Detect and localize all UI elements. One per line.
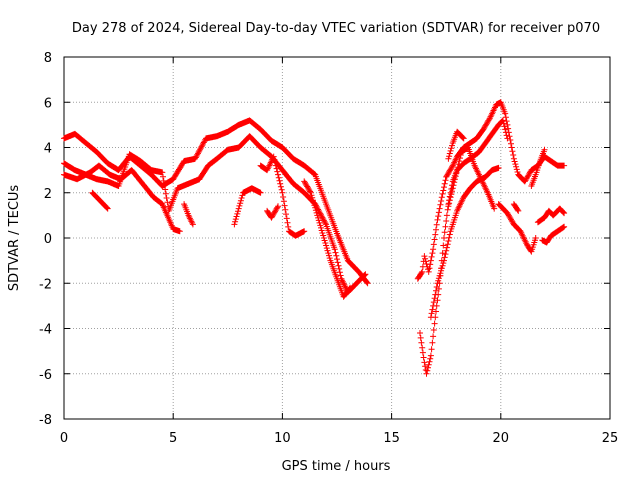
chart-title: Day 278 of 2024, Sidereal Day-to-day VTE… (72, 21, 600, 36)
y-tick-label: 6 (44, 96, 52, 111)
series-track-k (417, 117, 511, 377)
point-markers (417, 117, 511, 377)
point-markers (231, 185, 264, 228)
x-tick-label: 0 (60, 431, 68, 446)
y-tick-label: 8 (44, 51, 52, 66)
point-markers (264, 203, 281, 221)
point-markers (510, 201, 522, 214)
x-tick-label: 5 (169, 431, 177, 446)
series-track-i (301, 178, 354, 300)
series-track-m (445, 144, 498, 212)
x-tick-label: 10 (274, 431, 291, 446)
series-track-h (264, 203, 281, 221)
series-track-f (231, 185, 264, 228)
series-track-b (61, 133, 369, 296)
series-track-p (510, 201, 522, 214)
series-track-o (495, 201, 539, 255)
grid (64, 57, 610, 419)
series-track-n (445, 128, 467, 162)
point-markers (61, 117, 371, 287)
point-markers (414, 99, 568, 282)
y-tick-label: -8 (39, 413, 52, 428)
y-tick-label: -4 (39, 323, 52, 338)
series-track-j (414, 99, 568, 282)
x-axis-label: GPS time / hours (282, 459, 391, 474)
point-markers (534, 205, 568, 226)
point-markers (61, 162, 183, 235)
y-tick-label: 0 (44, 232, 52, 247)
point-markers (445, 128, 467, 162)
point-markers (181, 201, 196, 228)
x-tick-label: 25 (602, 431, 619, 446)
y-tick-label: -6 (39, 368, 52, 383)
y-tick-label: 4 (44, 142, 52, 157)
y-axis-label: SDTVAR / TECUs (7, 185, 22, 292)
point-markers (89, 189, 111, 212)
series-track-r (539, 223, 568, 246)
point-markers (427, 164, 502, 321)
series-track-g (257, 153, 308, 239)
y-tick-label: 2 (44, 187, 52, 202)
series-track-s (528, 146, 548, 189)
point-markers (528, 146, 548, 189)
point-markers (539, 223, 568, 246)
x-tick-label: 15 (383, 431, 400, 446)
series-track-c (61, 162, 183, 235)
series-track-l (427, 164, 502, 321)
x-tick-label: 20 (493, 431, 510, 446)
series-track-e (181, 201, 196, 228)
series-track-q (534, 205, 568, 226)
point-markers (257, 153, 308, 239)
point-markers (61, 133, 369, 296)
series-track-a (61, 117, 371, 287)
data-points (61, 99, 568, 377)
point-markers (301, 178, 354, 300)
series-track-d (89, 189, 111, 212)
point-markers (445, 144, 498, 212)
point-markers (495, 201, 539, 255)
y-tick-label: -2 (39, 277, 52, 292)
